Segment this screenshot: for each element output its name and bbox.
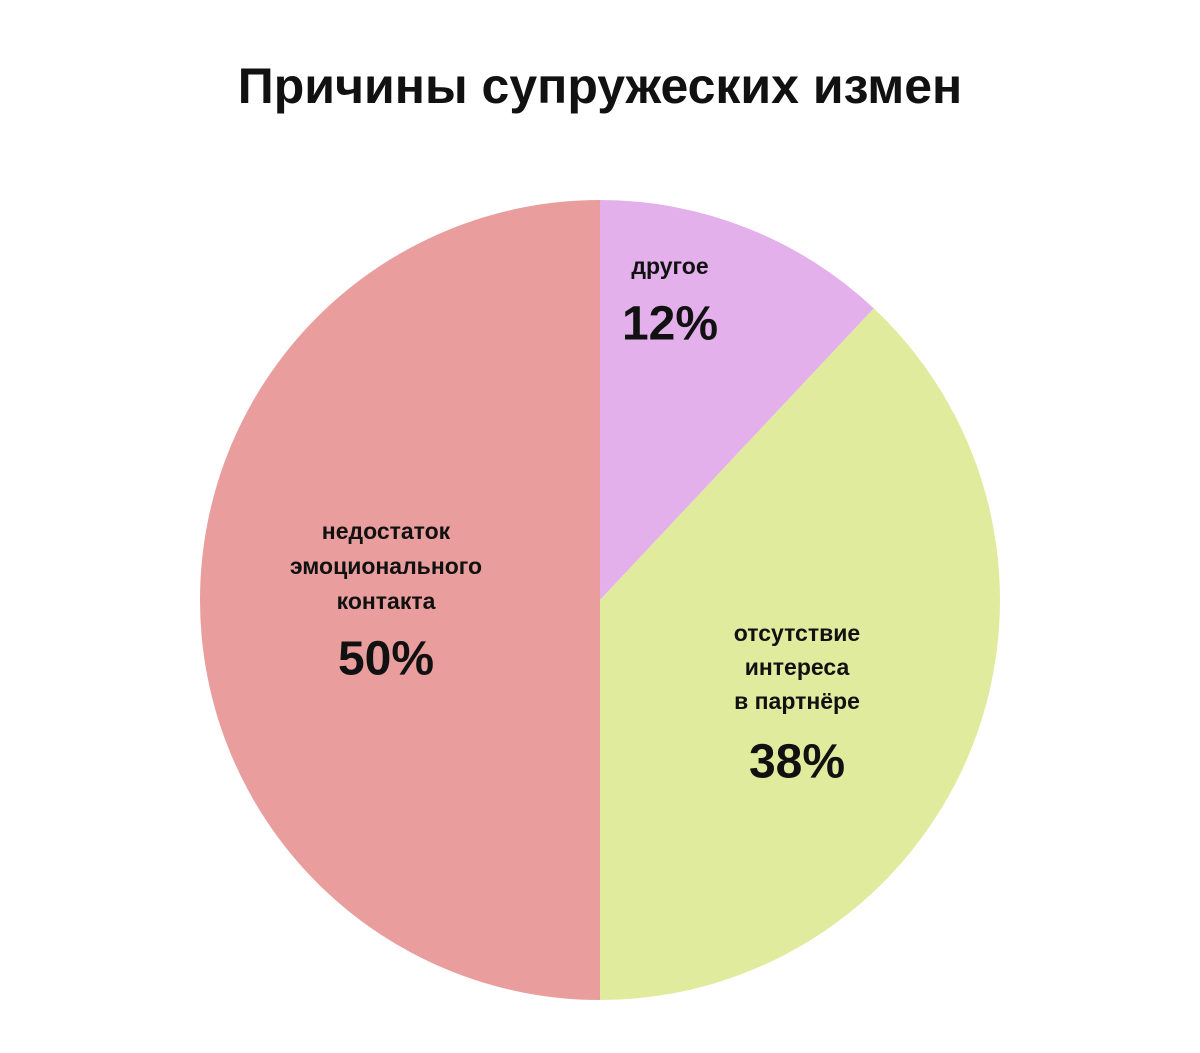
value-label: 38% [749,736,845,789]
slice-label: отсутствие [734,620,860,646]
pie-slice [600,308,1000,1000]
labels: другое 12% отсутствие интереса в партнёре 38%… [290,253,860,789]
slice-label: контакта [337,588,436,614]
slice-label: недостаток [322,518,451,544]
pie-slice [200,200,600,1000]
slice-label: эмоционального [290,553,482,579]
slice-label: в партнёре [734,688,860,714]
slice-label: интереса [745,654,850,680]
chart-title: Причины супружеских измен [238,58,962,114]
value-label: 12% [622,298,718,351]
pie-slice [600,200,874,600]
slice-label: другое [631,253,708,279]
pie [200,200,1000,1000]
value-label: 50% [338,633,434,686]
